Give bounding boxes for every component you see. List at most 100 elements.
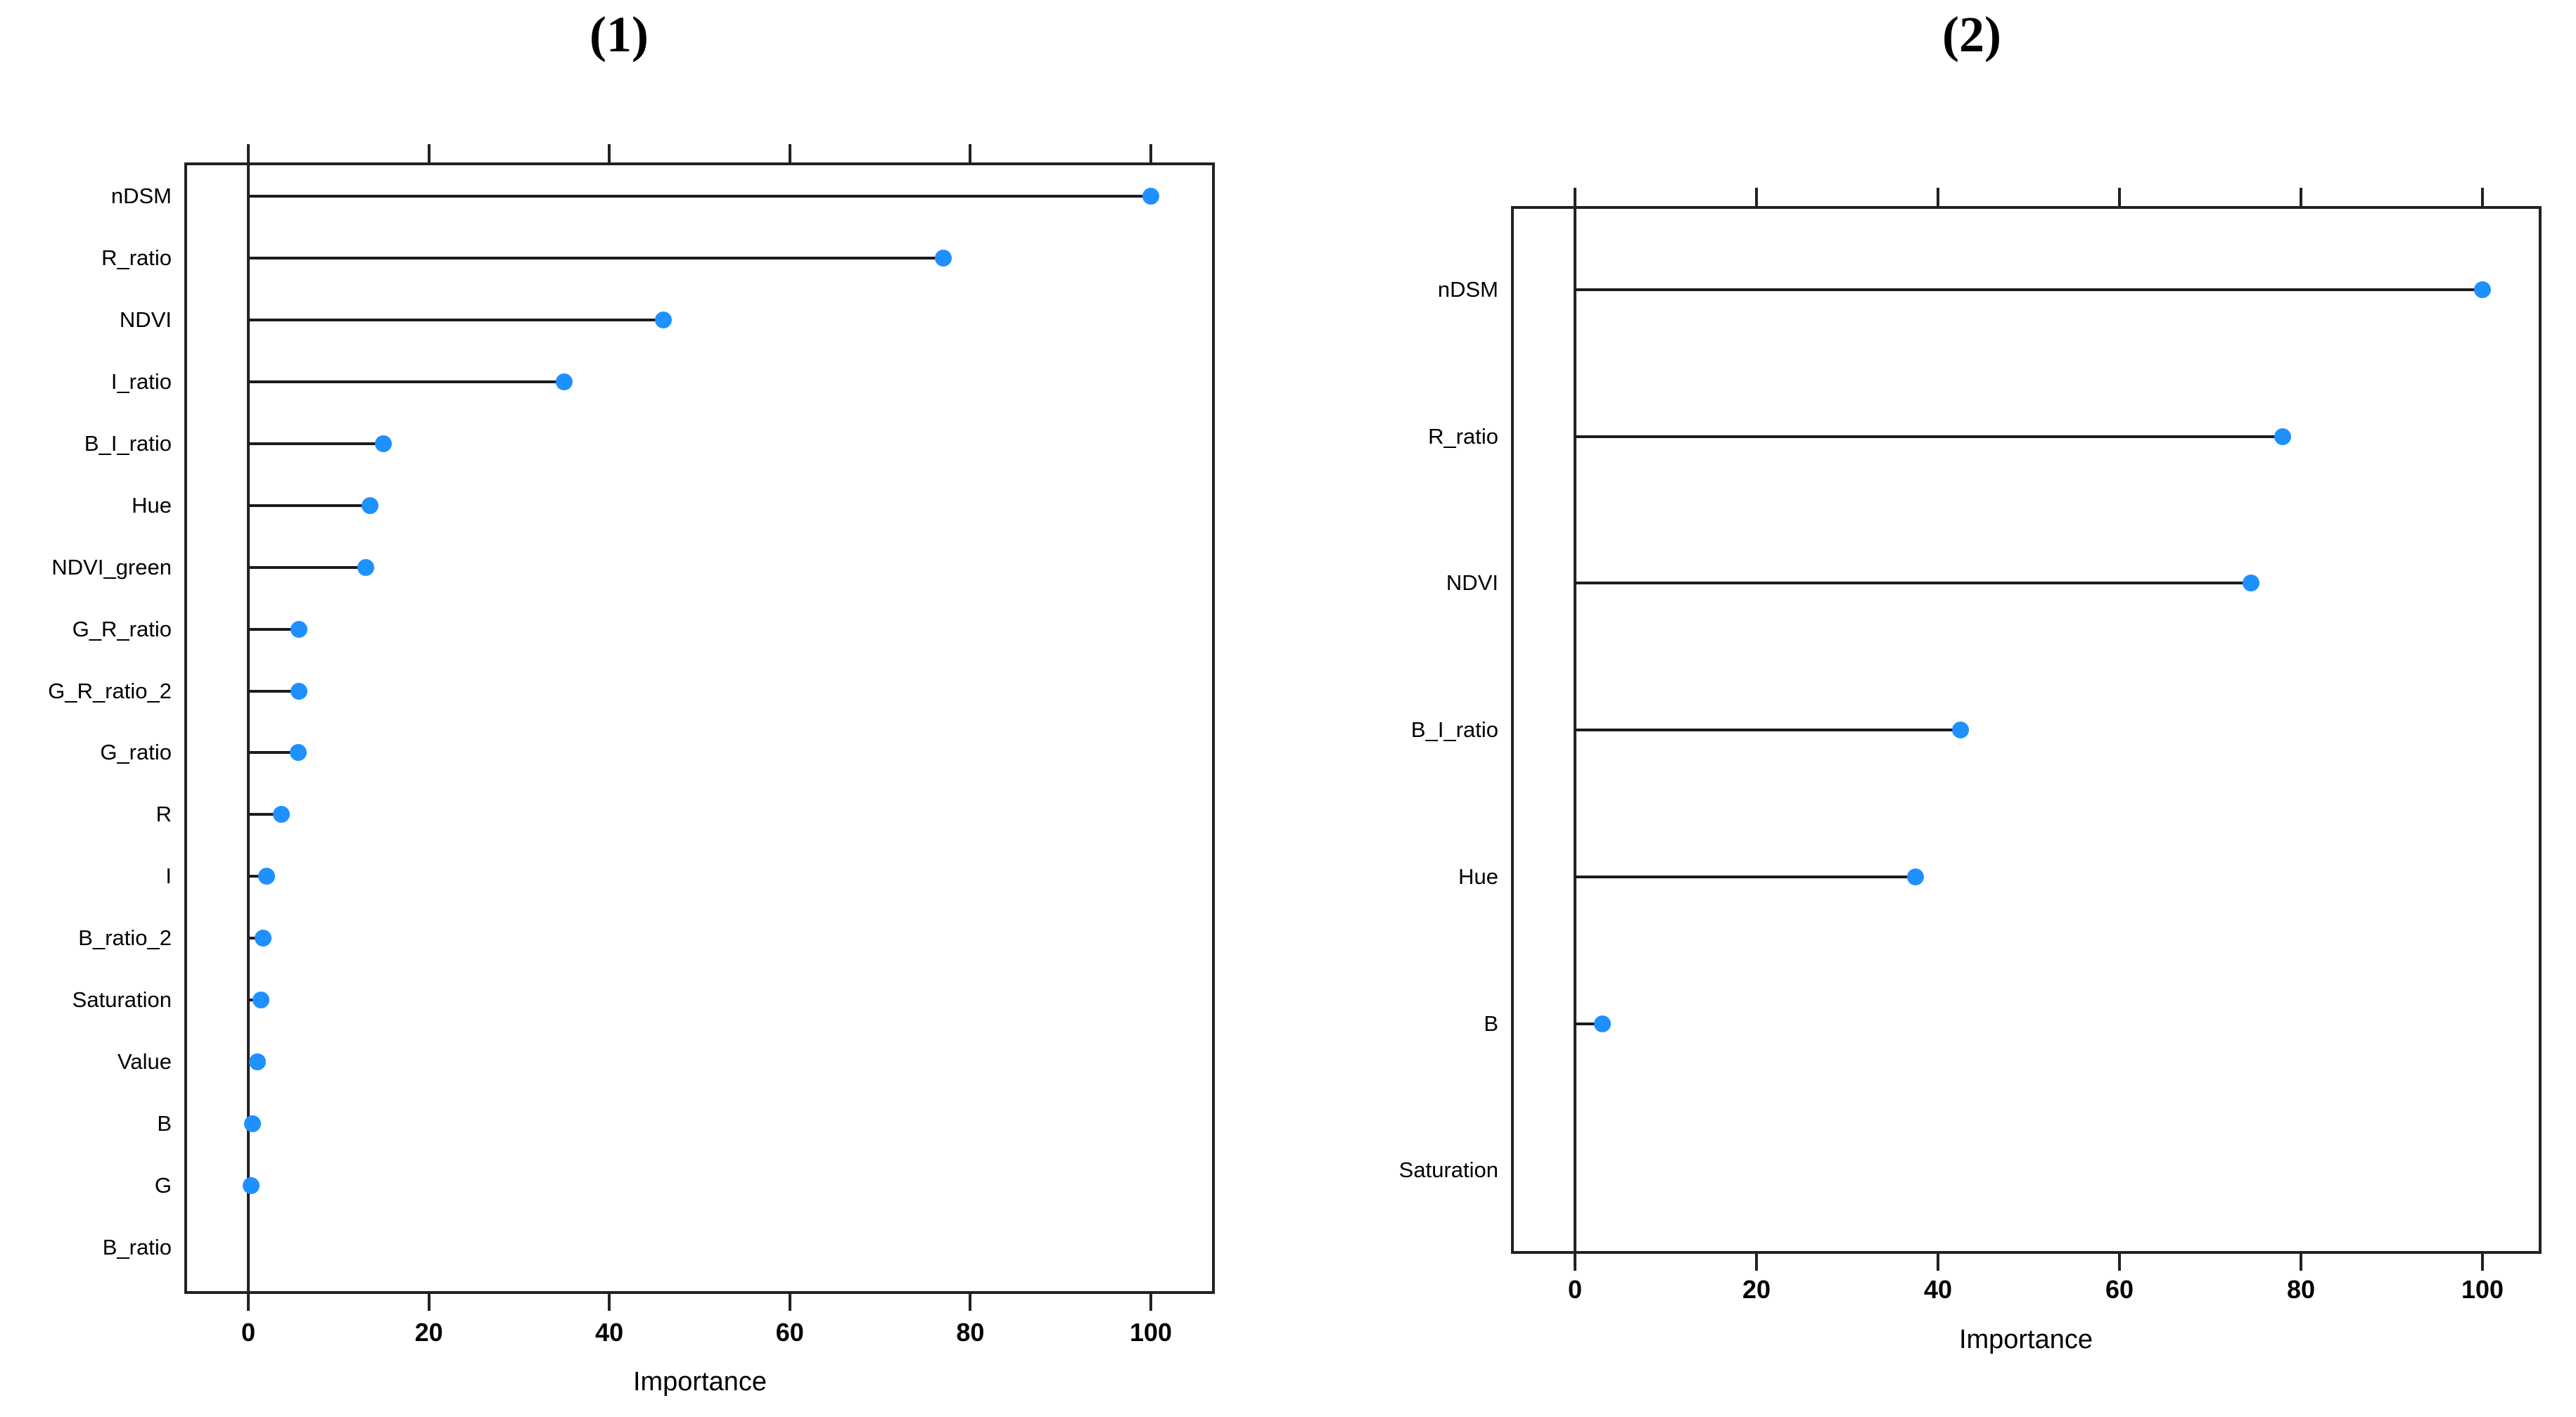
data-point-dot [934,249,952,267]
x-axis-tick-top [247,144,250,162]
x-axis-tick-top [1574,188,1576,206]
x-axis-tick-bottom [788,1294,791,1311]
x-tick-label: 20 [1742,1275,1771,1304]
category-label: I [165,864,172,889]
category-label: I_ratio [110,368,172,394]
lollipop-stem [248,256,943,259]
x-tick-label: 60 [2105,1275,2134,1304]
x-tick-label: 100 [2461,1275,2504,1304]
data-point-dot [1593,1015,1611,1032]
x-axis-label-1: Importance [632,1367,767,1397]
category-label: R_ratio [101,245,172,270]
x-axis-tick-bottom [2118,1254,2121,1271]
x-axis-tick-top [969,144,972,162]
category-label: B_ratio [102,1234,172,1259]
panel-title-1: (1) [589,6,649,63]
x-axis-tick-bottom [1937,1254,1939,1271]
lollipop-stem [1575,729,1961,732]
lollipop-stem [248,442,384,445]
data-point-dot [290,682,307,700]
x-tick-label: 60 [775,1318,804,1347]
x-tick-label: 40 [1923,1275,1953,1304]
data-point-dot [362,496,379,514]
x-tick-label: 80 [956,1318,985,1347]
data-point-dot [556,373,573,390]
lollipop-stem [248,504,371,507]
category-label: G_ratio [100,740,172,765]
x-axis-tick-bottom [969,1294,972,1311]
category-label: Saturation [72,987,172,1013]
x-axis-tick-top [1755,188,1758,206]
lollipop-stem [248,813,282,816]
category-label: B [1484,1011,1498,1036]
data-point-dot [289,744,307,762]
lollipop-stem [248,689,299,693]
category-label: Hue [132,492,172,518]
category-label: G_R_ratio [72,616,172,641]
data-point-dot [273,806,291,823]
lollipop-stem [248,875,267,878]
x-axis-tick-top [427,144,431,162]
category-label: B_ratio_2 [78,925,172,951]
plot-box [1511,206,2542,1254]
x-tick-label: 0 [241,1318,256,1347]
category-label: Saturation [1398,1158,1498,1183]
x-axis-tick-top [2481,188,2484,206]
x-tick-label: 100 [1129,1318,1173,1347]
x-axis-tick-top [1149,144,1152,162]
x-axis-label-2: Importance [1958,1325,2093,1354]
x-tick-label: 40 [595,1318,624,1347]
category-label: NDVI [1446,570,1498,596]
data-point-dot [257,868,275,885]
category-label: R_ratio [1428,423,1498,449]
data-point-dot [254,930,272,947]
data-point-dot [375,435,393,452]
x-tick-label: 20 [414,1318,443,1347]
data-point-dot [1142,188,1159,205]
data-point-dot [248,1053,266,1071]
x-axis-tick-bottom [247,1294,250,1311]
x-axis-tick-top [2300,188,2302,206]
lollipop-stem [1575,582,2252,585]
x-axis-tick-top [788,144,791,162]
data-point-dot [242,1177,260,1195]
x-axis-tick-bottom [2300,1254,2302,1271]
x-axis-tick-bottom [1149,1294,1152,1311]
data-point-dot [1906,868,1924,885]
category-label: Value [117,1049,172,1075]
zero-axis-line [247,162,250,1294]
x-axis-tick-bottom [2481,1254,2484,1271]
lollipop-stem [248,751,298,755]
data-point-dot [655,311,672,328]
data-point-dot [2274,428,2292,445]
lollipop-stem [1575,1022,1602,1025]
x-axis-tick-top [1937,188,1939,206]
category-label: nDSM [110,184,172,208]
category-label: Hue [1458,864,1498,889]
lollipop-stem [248,318,664,321]
x-axis-tick-bottom [1574,1254,1576,1271]
x-axis-tick-bottom [608,1294,611,1311]
x-axis-tick-top [608,144,611,162]
lollipop-stem [248,565,366,569]
data-point-dot [2243,575,2260,592]
x-tick-label: 0 [1567,1275,1583,1304]
lollipop-stem [1575,435,2283,438]
data-point-dot [244,1115,262,1133]
category-label: B_I_ratio [1410,717,1498,743]
category-label: G [154,1173,172,1198]
category-label: NDVI [119,307,172,332]
category-label: nDSM [1437,277,1498,302]
category-label: B [157,1111,172,1136]
lollipop-stem [1575,288,2482,291]
x-axis-tick-bottom [427,1294,431,1311]
lollipop-stem [248,195,1151,198]
lollipop-stem [1575,875,1915,878]
data-point-dot [1952,722,1970,739]
x-axis-tick-top [2118,188,2121,206]
plot-box [184,162,1215,1294]
category-label: R [155,802,172,827]
